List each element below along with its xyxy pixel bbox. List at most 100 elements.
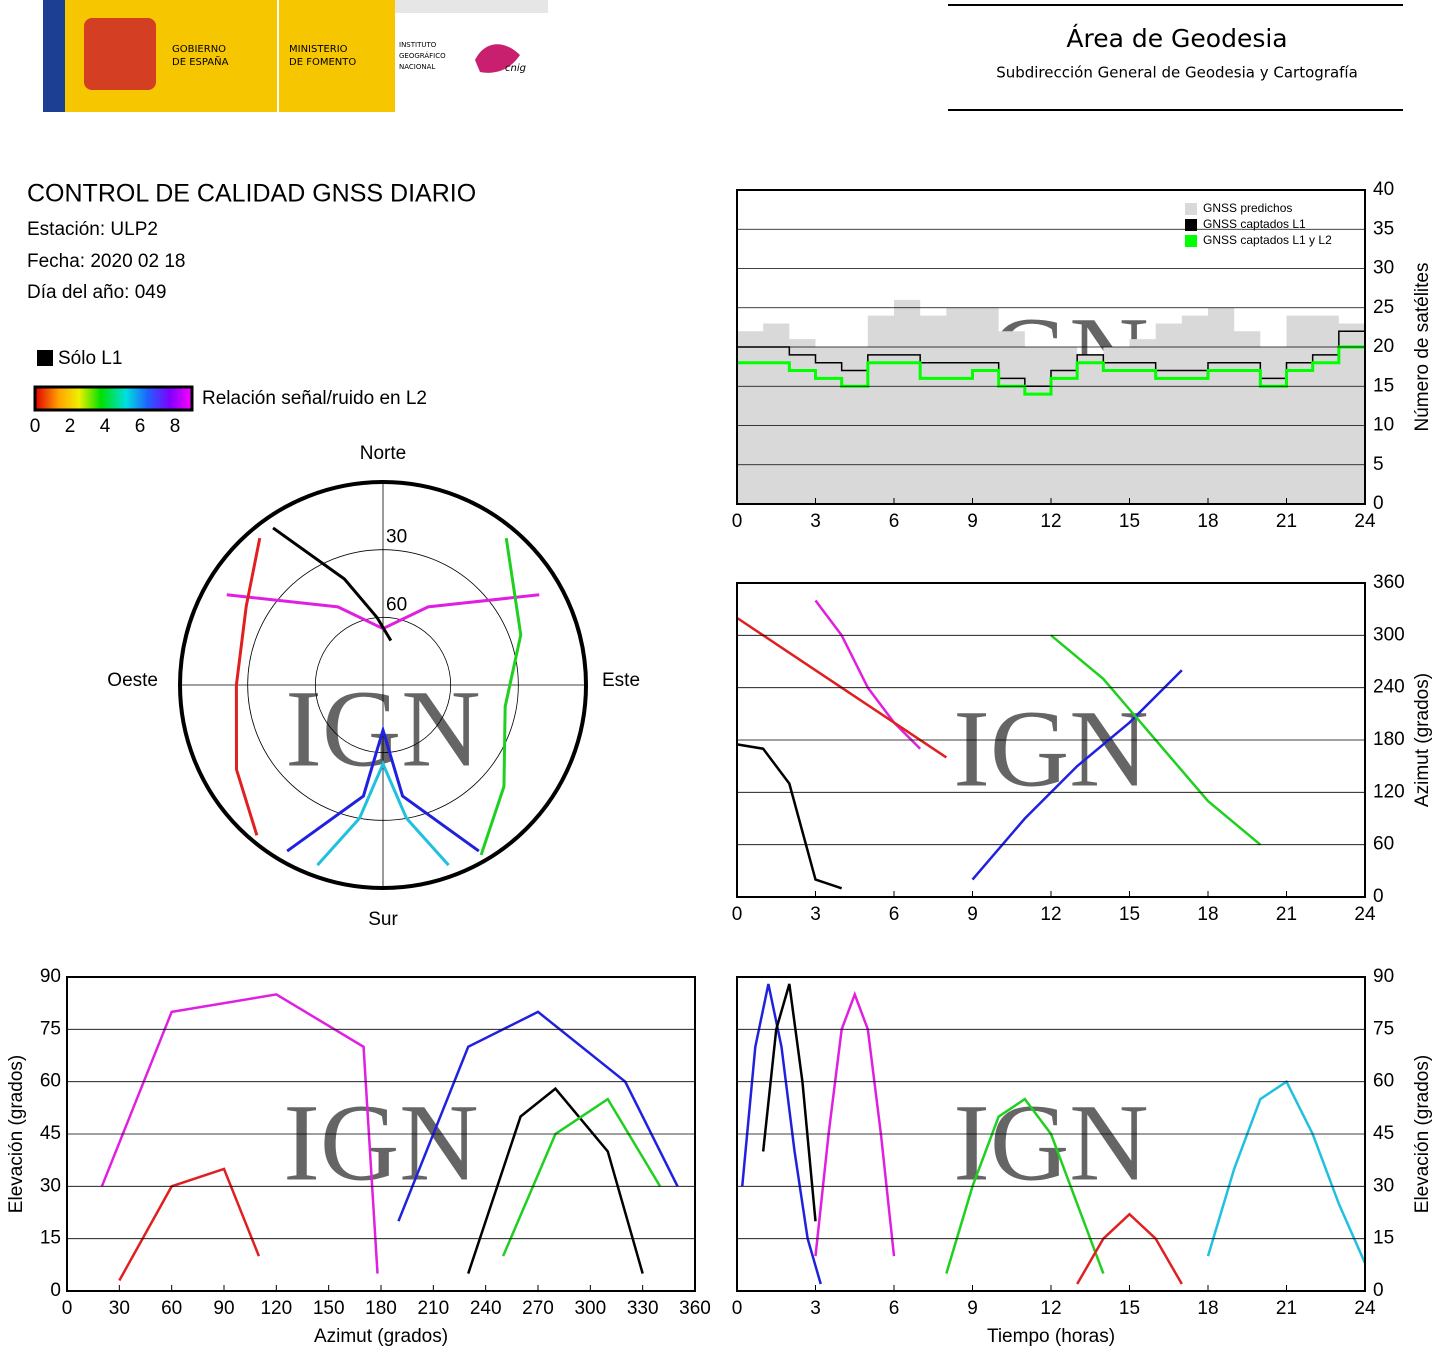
- x-tick-label: 360: [679, 1298, 711, 1319]
- x-tick-label: 12: [1040, 511, 1061, 532]
- y-tick-label: 20: [1373, 336, 1394, 357]
- x-tick-label: 18: [1197, 904, 1218, 925]
- x-tick-label: 0: [732, 1298, 743, 1319]
- colorbar-tick-label: 8: [170, 416, 181, 437]
- watermark: IGN: [283, 1081, 479, 1203]
- x-tick-label: 15: [1119, 1298, 1140, 1319]
- x-axis-label: Tiempo (horas): [987, 1326, 1115, 1347]
- satellite-track: [1076, 1212, 1183, 1285]
- colorbar-tick-label: 0: [30, 416, 41, 437]
- satellite-track: [501, 1097, 662, 1257]
- satellite-track: [467, 1086, 644, 1274]
- gov-line: DE ESPAÑA: [172, 55, 229, 68]
- satellite-track: [761, 983, 817, 1222]
- x-tick-label: 0: [732, 511, 743, 532]
- y-tick-label: 10: [1373, 415, 1394, 436]
- ministry-block: [279, 0, 395, 112]
- satellite-track: [814, 599, 922, 750]
- y-tick-label: 35: [1373, 218, 1394, 239]
- x-tick-label: 21: [1276, 511, 1297, 532]
- satellite-track: [736, 743, 843, 890]
- y-tick-label: 90: [40, 966, 61, 987]
- y-axis-label: Elevación (grados): [1412, 1055, 1433, 1213]
- strip: [395, 0, 548, 13]
- x-tick-label: 60: [161, 1298, 182, 1319]
- eu-strip: [43, 0, 65, 112]
- satellite-track: [479, 537, 523, 856]
- x-tick-label: 0: [732, 904, 743, 925]
- y-tick-label: 45: [40, 1123, 61, 1144]
- y-tick-label: 0: [1373, 493, 1384, 514]
- x-tick-label: 3: [810, 904, 821, 925]
- satellite-track: [118, 1167, 261, 1282]
- y-tick-label: 60: [1373, 1071, 1394, 1092]
- report-title: CONTROL DE CALIDAD GNSS DIARIO: [27, 180, 476, 208]
- legend-label: GNSS captados L1 y L2: [1203, 233, 1332, 247]
- y-tick-label: 180: [1373, 729, 1405, 750]
- x-tick-label: 12: [1040, 1298, 1061, 1319]
- x-tick-label: 90: [213, 1298, 234, 1319]
- y-tick-label: 5: [1373, 454, 1384, 475]
- y-axis-label: Número de satélites: [1412, 263, 1433, 432]
- x-tick-label: 18: [1197, 511, 1218, 532]
- gov-line: GOBIERNO: [172, 44, 226, 55]
- institute-line: NACIONAL: [399, 63, 435, 71]
- y-tick-label: 0: [50, 1280, 61, 1301]
- y-tick-label: 60: [1373, 834, 1394, 855]
- y-tick-label: 30: [40, 1175, 61, 1196]
- y-tick-label: 300: [1373, 624, 1405, 645]
- plot-frame: [66, 976, 696, 1292]
- header-logos: GOBIERNO DE ESPAÑA MINISTERIO DE FOMENTO…: [43, 0, 548, 112]
- y-tick-label: 30: [1373, 1175, 1394, 1196]
- x-tick-label: 21: [1276, 1298, 1297, 1319]
- x-tick-label: 15: [1119, 904, 1140, 925]
- legend-swatch: [1185, 235, 1197, 247]
- x-tick-label: 6: [889, 511, 900, 532]
- direction-label: Este: [602, 670, 640, 691]
- y-tick-label: 75: [40, 1018, 61, 1039]
- institute-line: INSTITUTO: [399, 41, 437, 49]
- x-tick-label: 6: [889, 1298, 900, 1319]
- y-tick-label: 90: [1373, 966, 1394, 987]
- colorbar-tick-label: 6: [135, 416, 146, 437]
- day-of-year: Día del año: 049: [27, 282, 166, 303]
- plot-frame: [736, 582, 1366, 898]
- y-tick-label: 0: [1373, 886, 1384, 907]
- ring-label: 30: [386, 527, 407, 548]
- y-tick-label: 60: [40, 1071, 61, 1092]
- direction-label: Sur: [368, 909, 398, 930]
- ring-label: 60: [386, 594, 407, 615]
- x-tick-label: 15: [1119, 511, 1140, 532]
- x-tick-label: 24: [1354, 511, 1376, 532]
- x-tick-label: 18: [1197, 1298, 1218, 1319]
- legend-swatch: [1185, 203, 1197, 215]
- x-tick-label: 9: [967, 511, 978, 532]
- legend-l1-label: Sólo L1: [58, 348, 122, 369]
- predicted-area: [737, 299, 1365, 504]
- header-title: Área de Geodesia: [1066, 24, 1287, 53]
- y-tick-label: 30: [1373, 258, 1394, 279]
- watermark: IGN: [953, 687, 1149, 809]
- satellite-track: [272, 526, 393, 642]
- y-tick-label: 45: [1373, 1123, 1394, 1144]
- y-tick-label: 360: [1373, 572, 1405, 593]
- x-tick-label: 120: [260, 1298, 292, 1319]
- colorbar-label: Relación señal/ruido en L2: [202, 388, 427, 409]
- x-tick-label: 270: [522, 1298, 554, 1319]
- direction-label: Norte: [360, 443, 406, 464]
- x-tick-label: 300: [574, 1298, 606, 1319]
- institute-line: GEOGRÁFICO: [399, 51, 446, 60]
- horizon: [178, 480, 588, 890]
- ministry-line: MINISTERIO: [289, 44, 348, 55]
- y-axis-label: Elevación (grados): [6, 1055, 27, 1213]
- satellite-track: [234, 537, 262, 836]
- x-tick-label: 9: [967, 904, 978, 925]
- x-tick-label: 330: [627, 1298, 659, 1319]
- colorbar-tick-label: 2: [65, 416, 76, 437]
- y-tick-label: 120: [1373, 781, 1405, 802]
- station: Estación: ULP2: [27, 219, 158, 240]
- satellite-track: [397, 1010, 679, 1222]
- x-tick-label: 0: [62, 1298, 73, 1319]
- y-tick-label: 0: [1373, 1280, 1384, 1301]
